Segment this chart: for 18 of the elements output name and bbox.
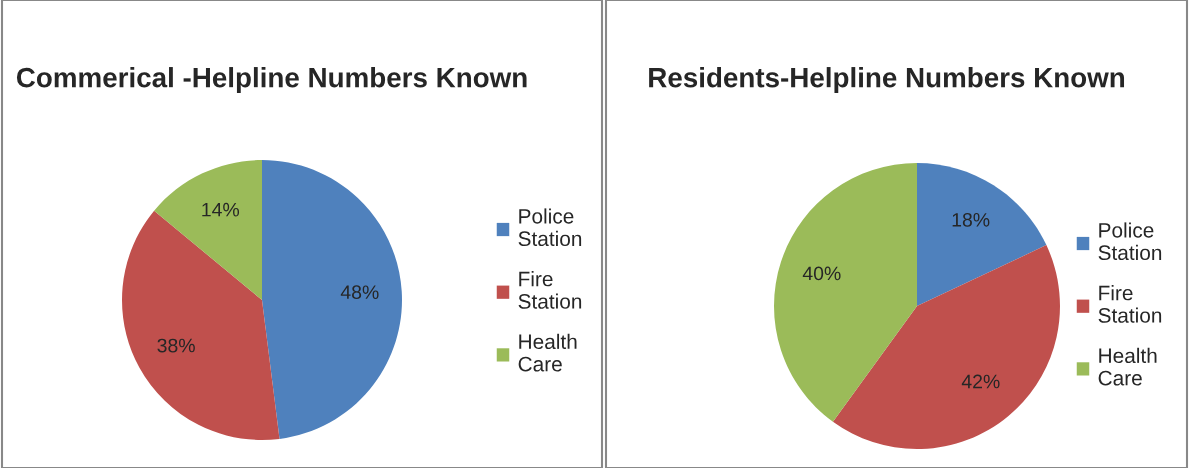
- data-label: 14%: [202, 202, 240, 217]
- pie-slice: [154, 160, 262, 300]
- legend-label: Police Station: [518, 208, 582, 247]
- chart-title: Residents-Helpline Numbers Known: [649, 67, 1125, 93]
- pie-slice: [917, 163, 1047, 306]
- legend-label: Fire Station: [1098, 285, 1162, 323]
- legend-label: Health Care: [518, 333, 577, 372]
- data-label: 38%: [157, 338, 195, 353]
- data-label: 18%: [952, 212, 990, 227]
- legend-label: Health Care: [1098, 347, 1157, 386]
- data-label: 42%: [961, 374, 1000, 389]
- pie-slice: [774, 163, 917, 422]
- data-label: 48%: [340, 285, 379, 300]
- data-label: 40%: [802, 266, 841, 281]
- legend-label: Fire Station: [518, 271, 582, 309]
- pie-slice: [262, 160, 402, 439]
- legend-label: Police Station: [1098, 222, 1162, 261]
- chart-title: Commerical -Helpline Numbers Known: [16, 67, 527, 93]
